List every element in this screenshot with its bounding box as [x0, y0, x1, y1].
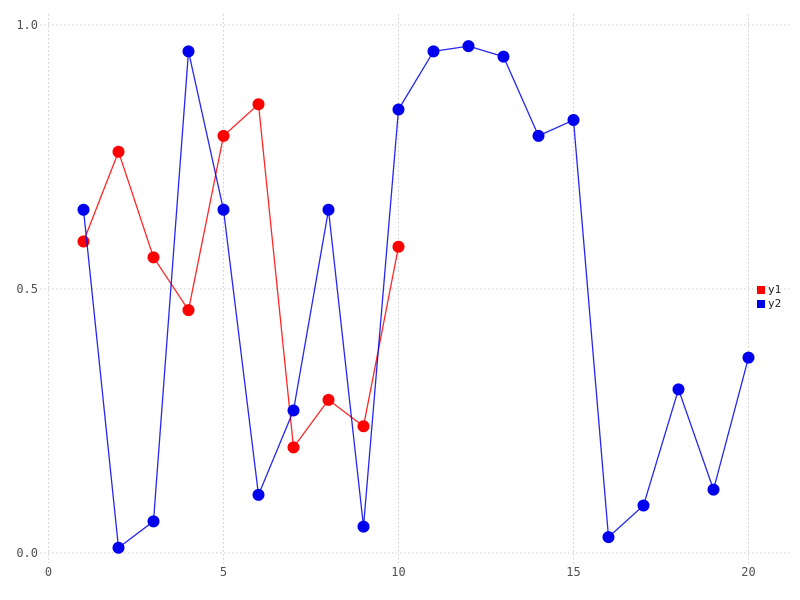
legend-swatch-y1 [757, 285, 765, 294]
data-point-y2-x9 [357, 520, 370, 533]
data-point-y1-x8 [322, 393, 335, 406]
data-point-y2-x19 [707, 483, 720, 496]
x-tick-label-15: 15 [566, 565, 580, 579]
legend: y1 y2 [757, 283, 781, 310]
data-point-y2-x17 [637, 499, 650, 512]
data-point-y2-x14 [532, 129, 545, 142]
data-point-y1-x3 [147, 251, 160, 264]
data-point-y1-x2 [112, 145, 125, 158]
legend-swatch-y2 [757, 299, 765, 308]
x-tick-label-20: 20 [741, 565, 755, 579]
y-tick-label-0.0: 0.0 [16, 546, 38, 560]
data-point-y2-x12 [462, 40, 475, 53]
data-point-y2-x10 [392, 103, 405, 116]
data-point-y2-x6 [252, 488, 265, 501]
y-tick-label-1.0: 1.0 [16, 18, 38, 32]
data-point-y1-x10 [392, 240, 405, 253]
series-line-y1 [82, 103, 400, 449]
legend-item-y2: y2 [757, 297, 781, 310]
data-point-y1-x6 [252, 98, 265, 111]
data-point-y2-x1 [77, 203, 90, 216]
data-point-y2-x4 [182, 45, 195, 58]
legend-item-y1: y1 [757, 283, 781, 296]
x-tick-label-5: 5 [220, 565, 227, 579]
data-point-y2-x13 [497, 50, 510, 63]
data-point-y2-x5 [217, 203, 230, 216]
series-line-y2 [82, 45, 750, 549]
data-point-y2-x8 [322, 203, 335, 216]
x-tick-label-0: 0 [45, 565, 52, 579]
legend-label-y1: y1 [768, 283, 782, 296]
data-point-y2-x16 [602, 531, 615, 544]
data-point-y2-x18 [672, 383, 685, 396]
data-point-y2-x3 [147, 515, 160, 528]
data-point-y1-x5 [217, 129, 230, 142]
legend-label-y2: y2 [768, 297, 782, 310]
data-point-y1-x9 [357, 420, 370, 433]
data-point-y2-x20 [742, 351, 755, 364]
data-point-y2-x11 [427, 45, 440, 58]
data-point-y2-x15 [567, 114, 580, 127]
y-tick-label-0.5: 0.5 [16, 282, 38, 296]
x-tick-label-10: 10 [391, 565, 405, 579]
data-point-y2-x7 [287, 404, 300, 417]
data-point-y1-x7 [287, 441, 300, 454]
data-point-y1-x4 [182, 304, 195, 317]
data-point-y2-x2 [112, 541, 125, 554]
